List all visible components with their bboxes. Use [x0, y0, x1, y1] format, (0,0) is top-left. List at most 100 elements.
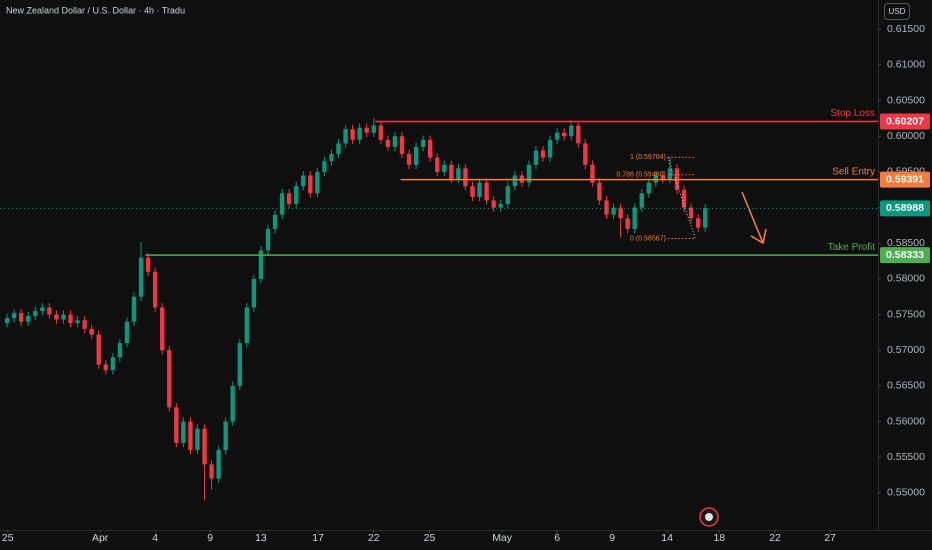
x-tick-label: 22 — [368, 532, 380, 544]
candle-body — [385, 139, 391, 147]
candle-body — [442, 164, 447, 172]
candle-body — [456, 168, 461, 180]
level-price-box — [880, 171, 930, 188]
candle-body — [343, 129, 348, 144]
candle-body — [604, 200, 609, 215]
current-price-box — [880, 200, 930, 217]
candle-body — [491, 200, 496, 208]
x-tick-label: 9 — [609, 532, 615, 544]
level-price-label: 0.59391 — [886, 173, 924, 185]
candle-body — [477, 182, 482, 197]
candle-body — [308, 175, 313, 194]
candle-body — [449, 164, 454, 180]
y-tick-label: 0.61500 — [887, 23, 925, 35]
y-tick-label: 0.58000 — [887, 273, 925, 285]
y-tick-label: 0.56000 — [887, 415, 925, 427]
candle-body — [667, 168, 673, 180]
candle-body — [632, 207, 637, 229]
candle-body — [124, 321, 130, 344]
y-tick-label: 0.57500 — [887, 308, 925, 320]
candle-body — [533, 150, 539, 165]
candle-body — [265, 228, 271, 251]
candle-body — [33, 311, 38, 317]
candle-body — [188, 421, 193, 451]
candle-body — [54, 314, 59, 320]
candle-body — [484, 182, 489, 201]
level-price-label: 0.60207 — [886, 115, 924, 127]
candle-body — [681, 189, 687, 208]
level-name: Stop Loss — [831, 108, 875, 119]
candle-body — [286, 193, 292, 205]
candle-body — [554, 132, 560, 140]
candle-body — [322, 161, 327, 172]
candle-body — [244, 307, 250, 344]
y-tick-label: 0.60000 — [887, 130, 925, 142]
candle-body — [174, 407, 179, 443]
candle-body — [540, 150, 546, 158]
y-tick-label: 0.61000 — [887, 59, 925, 71]
candle-body — [350, 129, 355, 140]
candle-body — [68, 314, 73, 324]
candle-body — [167, 350, 172, 408]
candle-body — [583, 143, 588, 165]
candle-body — [378, 125, 384, 140]
x-tick-label: 25 — [424, 532, 436, 544]
x-tick-label: 6 — [554, 532, 560, 544]
candle-body — [230, 385, 235, 422]
y-tick-label: 0.57000 — [887, 344, 925, 356]
candle-body — [223, 421, 228, 451]
chart-title: New Zealand Dollar / U.S. Dollar · 4h · … — [6, 5, 185, 15]
candle-body — [18, 313, 24, 322]
candle-body — [40, 307, 45, 312]
candle-body — [463, 168, 468, 187]
candle-body — [47, 307, 52, 315]
x-tick-label: 27 — [824, 532, 836, 544]
candle-body — [75, 320, 80, 324]
candle-body — [364, 127, 369, 133]
candle-body — [202, 428, 207, 465]
y-tick-label: 0.55000 — [887, 487, 925, 499]
candle-body — [336, 143, 341, 155]
level-price-box — [880, 247, 930, 264]
candle-body — [646, 182, 651, 194]
x-tick-label: Apr — [92, 532, 109, 544]
x-tick-label: 22 — [769, 532, 781, 544]
candle-body — [435, 157, 440, 172]
y-tick-label: 0.56500 — [887, 380, 925, 392]
candle-body — [526, 164, 532, 183]
candle-body — [660, 175, 666, 180]
candle-body — [152, 271, 158, 308]
candle-body — [498, 204, 503, 208]
candle-body — [103, 364, 108, 371]
candle-body — [618, 207, 623, 219]
candle-body — [131, 296, 137, 322]
candle-body — [399, 136, 405, 155]
candle-body — [4, 318, 10, 324]
x-tick-label: 4 — [152, 532, 158, 544]
fib-label: 0.786 (0.59460) — [616, 172, 665, 179]
candle-body — [61, 314, 66, 320]
y-tick-label: 0.58500 — [887, 237, 925, 249]
x-tick-label: 13 — [255, 532, 267, 544]
candle-body — [695, 218, 701, 228]
level-name: Sell Entry — [832, 166, 875, 177]
candle-body — [160, 307, 165, 351]
candle-body — [703, 208, 708, 228]
candle-body — [413, 146, 419, 165]
candle-body — [611, 207, 616, 215]
candle-body — [688, 207, 694, 219]
x-tick-label: 18 — [713, 532, 725, 544]
candle-body — [195, 428, 200, 451]
candle-body — [315, 171, 320, 194]
candle-body — [470, 186, 475, 197]
candle-body — [82, 320, 87, 329]
candle-body — [258, 250, 264, 279]
candle-body — [272, 214, 278, 229]
candle-body — [251, 278, 257, 308]
candle-body — [505, 186, 510, 205]
x-tick-label: 25 — [2, 532, 14, 544]
fib-label: 0 (0.58567) — [630, 235, 666, 242]
fib-label: 1 (0.59704) — [630, 154, 666, 161]
currency-box[interactable] — [884, 3, 910, 20]
